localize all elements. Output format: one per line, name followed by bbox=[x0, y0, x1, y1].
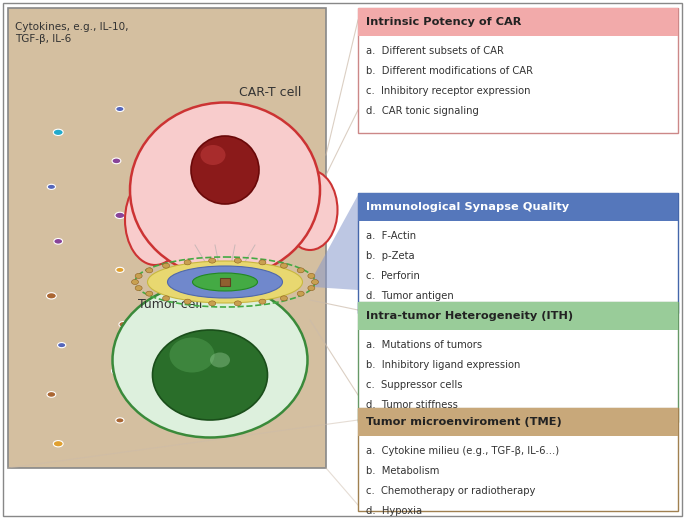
Text: c.  Inhibitory receptor expression: c. Inhibitory receptor expression bbox=[366, 86, 530, 96]
Ellipse shape bbox=[168, 266, 282, 298]
Ellipse shape bbox=[146, 291, 153, 296]
Ellipse shape bbox=[125, 175, 185, 265]
Ellipse shape bbox=[184, 299, 191, 304]
Ellipse shape bbox=[112, 282, 308, 438]
FancyBboxPatch shape bbox=[358, 193, 678, 313]
Ellipse shape bbox=[53, 129, 63, 135]
Text: Tumor microenviroment (TME): Tumor microenviroment (TME) bbox=[366, 417, 562, 427]
Ellipse shape bbox=[234, 258, 241, 263]
Ellipse shape bbox=[162, 296, 170, 301]
Ellipse shape bbox=[234, 301, 241, 306]
Ellipse shape bbox=[116, 267, 124, 272]
Ellipse shape bbox=[169, 337, 214, 373]
Text: CAR-T cell: CAR-T cell bbox=[239, 86, 301, 99]
Text: c.  Perforin: c. Perforin bbox=[366, 271, 420, 281]
Text: b.  p-Zeta: b. p-Zeta bbox=[366, 251, 414, 261]
Ellipse shape bbox=[112, 368, 121, 374]
Ellipse shape bbox=[116, 418, 124, 423]
Text: Tumor cell: Tumor cell bbox=[138, 298, 202, 311]
Ellipse shape bbox=[162, 263, 170, 268]
Ellipse shape bbox=[209, 258, 216, 263]
Ellipse shape bbox=[47, 391, 55, 398]
Polygon shape bbox=[313, 195, 358, 290]
FancyBboxPatch shape bbox=[358, 193, 678, 221]
Ellipse shape bbox=[115, 212, 125, 218]
Ellipse shape bbox=[191, 136, 259, 204]
Ellipse shape bbox=[308, 285, 315, 291]
FancyBboxPatch shape bbox=[8, 8, 326, 468]
Ellipse shape bbox=[47, 184, 55, 189]
Ellipse shape bbox=[259, 260, 266, 265]
Ellipse shape bbox=[130, 102, 320, 278]
Text: Cytokines, e.g., IL-10,
TGF-β, IL-6: Cytokines, e.g., IL-10, TGF-β, IL-6 bbox=[15, 22, 129, 44]
Ellipse shape bbox=[119, 321, 127, 327]
Ellipse shape bbox=[153, 330, 268, 420]
Ellipse shape bbox=[201, 145, 225, 165]
Ellipse shape bbox=[112, 158, 121, 163]
Text: c.  Suppressor cells: c. Suppressor cells bbox=[366, 380, 462, 390]
Text: a.  Cytokine milieu (e.g., TGF-β, IL-6...): a. Cytokine milieu (e.g., TGF-β, IL-6...… bbox=[366, 446, 559, 456]
FancyBboxPatch shape bbox=[358, 8, 678, 36]
Ellipse shape bbox=[146, 268, 153, 273]
Text: Intra-tumor Heterogeneity (ITH): Intra-tumor Heterogeneity (ITH) bbox=[366, 311, 573, 321]
Ellipse shape bbox=[308, 274, 315, 278]
Ellipse shape bbox=[297, 291, 304, 296]
Text: Immunological Synapse Quality: Immunological Synapse Quality bbox=[366, 202, 569, 212]
FancyBboxPatch shape bbox=[358, 302, 678, 422]
Ellipse shape bbox=[132, 280, 138, 284]
Ellipse shape bbox=[135, 274, 142, 278]
Ellipse shape bbox=[54, 239, 62, 244]
Ellipse shape bbox=[297, 268, 304, 273]
Ellipse shape bbox=[116, 106, 124, 112]
Text: Intrinsic Potency of CAR: Intrinsic Potency of CAR bbox=[366, 17, 521, 27]
Text: b.  Different modifications of CAR: b. Different modifications of CAR bbox=[366, 66, 533, 76]
Text: d.  Tumor stiffness: d. Tumor stiffness bbox=[366, 400, 458, 410]
Ellipse shape bbox=[280, 296, 288, 301]
Text: b.  Inhibitory ligand expression: b. Inhibitory ligand expression bbox=[366, 360, 521, 370]
Ellipse shape bbox=[209, 301, 216, 306]
FancyBboxPatch shape bbox=[220, 278, 230, 286]
FancyBboxPatch shape bbox=[358, 408, 678, 511]
FancyBboxPatch shape bbox=[358, 8, 678, 133]
Ellipse shape bbox=[53, 441, 63, 447]
Text: d.  Tumor antigen: d. Tumor antigen bbox=[366, 291, 453, 301]
Text: a.  F-Actin: a. F-Actin bbox=[366, 231, 416, 241]
Ellipse shape bbox=[47, 293, 56, 299]
FancyBboxPatch shape bbox=[358, 302, 678, 330]
Text: d.  Hypoxia: d. Hypoxia bbox=[366, 506, 422, 516]
Ellipse shape bbox=[184, 260, 191, 265]
Text: c.  Chemotherapy or radiotherapy: c. Chemotherapy or radiotherapy bbox=[366, 486, 536, 496]
Text: b.  Metabolism: b. Metabolism bbox=[366, 466, 439, 476]
Text: a.  Mutations of tumors: a. Mutations of tumors bbox=[366, 340, 482, 350]
FancyBboxPatch shape bbox=[358, 408, 678, 436]
Ellipse shape bbox=[312, 280, 319, 284]
Text: d.  CAR tonic signaling: d. CAR tonic signaling bbox=[366, 106, 479, 116]
Ellipse shape bbox=[280, 263, 288, 268]
Ellipse shape bbox=[192, 273, 258, 291]
Ellipse shape bbox=[210, 352, 230, 367]
Ellipse shape bbox=[282, 170, 338, 250]
Ellipse shape bbox=[259, 299, 266, 304]
Ellipse shape bbox=[135, 285, 142, 291]
Ellipse shape bbox=[147, 261, 303, 303]
Ellipse shape bbox=[58, 343, 66, 348]
Text: a.  Different subsets of CAR: a. Different subsets of CAR bbox=[366, 46, 504, 56]
